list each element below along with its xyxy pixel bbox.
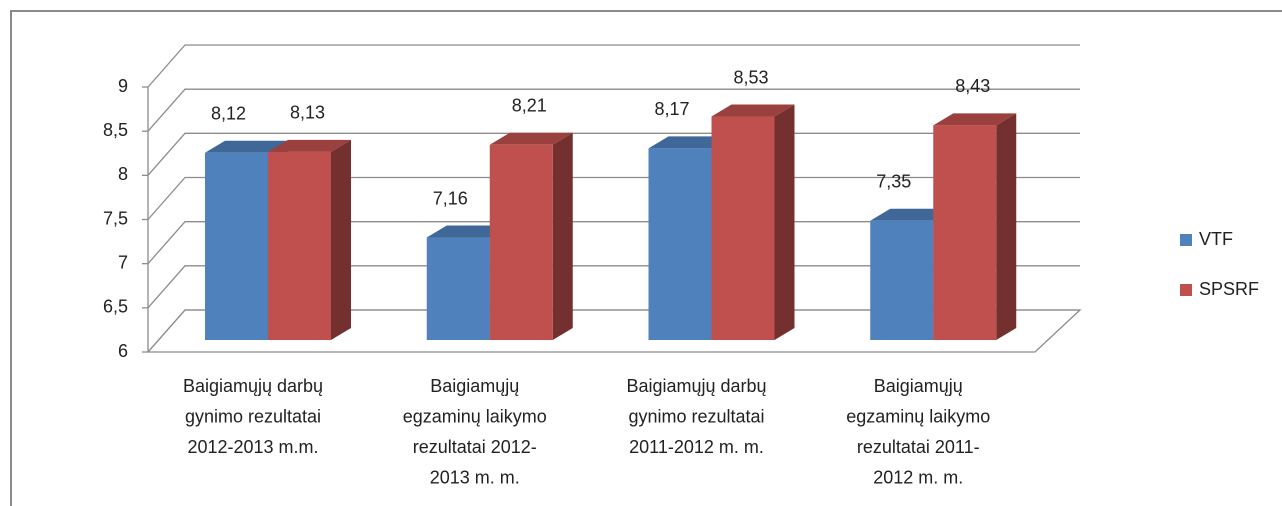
x-tick-label: Baigiamųjų darbų gynimo rezultatai 2011-20… <box>626 376 766 457</box>
y-tick-label: 6,5 <box>103 297 128 317</box>
bar-side <box>331 139 351 340</box>
bar <box>268 139 351 340</box>
bar-front <box>205 152 268 340</box>
value-label: 8,12 <box>211 103 246 123</box>
y-tick-label: 8,5 <box>103 120 128 140</box>
y-tick-label: 9 <box>118 76 128 96</box>
x-tick-label: Baigiamųjų darbų gynimo rezultatai 2012-20… <box>183 376 323 457</box>
bar <box>489 132 573 340</box>
y-tick-label: 8 <box>118 164 128 184</box>
bar-side <box>774 104 795 341</box>
x-tick-label: Baigiamųjų egzaminų laikymo rezultatai 201… <box>846 376 990 488</box>
bar-front <box>648 148 712 340</box>
grid-line <box>147 44 1080 88</box>
grid-line <box>147 88 1080 132</box>
value-label: 8,21 <box>512 96 547 116</box>
chart-frame <box>10 10 1282 506</box>
bar-front <box>870 220 934 340</box>
bar-front <box>489 144 553 340</box>
bar-front <box>933 125 997 340</box>
value-label: 8,43 <box>955 76 990 96</box>
bar-top <box>870 208 954 221</box>
bar <box>933 113 1017 340</box>
bar-front <box>711 116 775 341</box>
legend-label: SPSRF <box>1199 279 1259 299</box>
y-tick-label: 6 <box>118 341 128 361</box>
value-label: 8,13 <box>290 103 325 123</box>
bar-top <box>711 104 795 117</box>
legend-swatch <box>1180 234 1192 246</box>
bar-top <box>426 225 510 238</box>
y-tick-label: 7 <box>118 252 128 272</box>
bar-top <box>205 140 288 153</box>
bar-front <box>268 151 331 340</box>
bar-top <box>933 113 1017 126</box>
value-label: 7,35 <box>876 172 911 192</box>
bar-top <box>489 132 573 145</box>
value-label: 7,16 <box>433 188 468 208</box>
bar <box>711 104 795 341</box>
y-tick-label: 7,5 <box>103 208 128 228</box>
legend-swatch <box>1180 284 1192 296</box>
value-label: 8,53 <box>733 67 768 87</box>
bar-side <box>996 113 1017 340</box>
bar-front <box>426 237 490 340</box>
value-label: 8,17 <box>654 99 689 119</box>
legend-label: VTF <box>1199 229 1233 249</box>
bar-side <box>552 132 573 340</box>
x-tick-label: Baigiamųjų egzaminų laikymo rezultatai 201… <box>403 376 547 488</box>
bar-top <box>648 136 732 149</box>
bar-top <box>268 139 351 152</box>
